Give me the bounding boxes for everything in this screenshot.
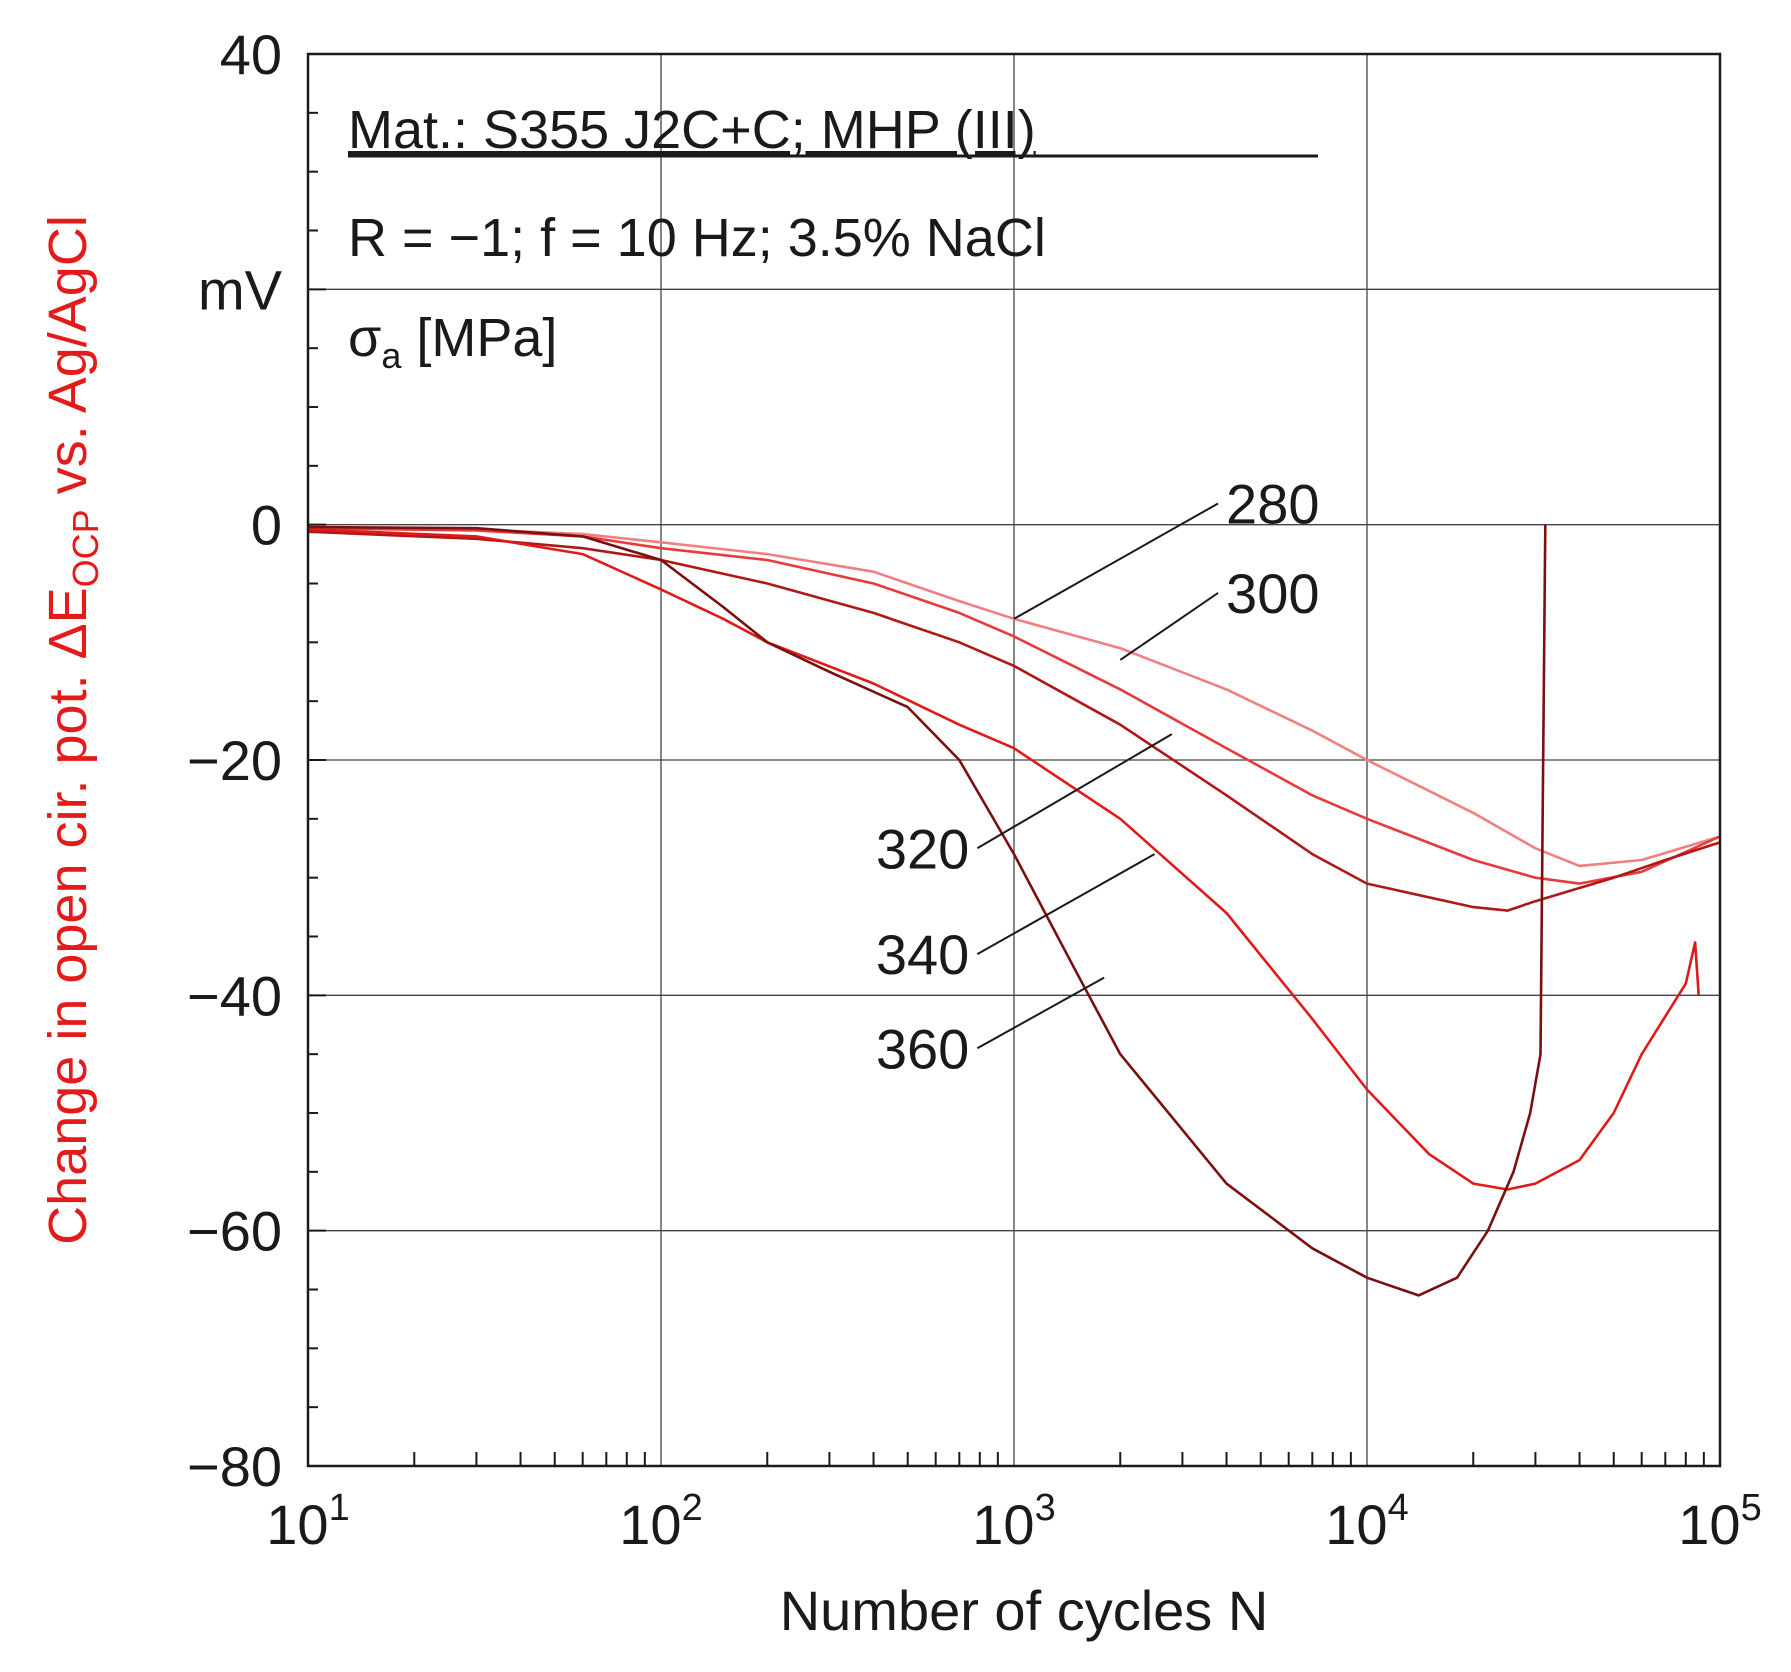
x-tick-label: 105 [1678, 1487, 1761, 1556]
curve-label-320: 320 [876, 817, 969, 880]
minor-ticks [308, 53, 1705, 1467]
y-tick-label: −60 [187, 1200, 282, 1263]
y-axis-label: Change in open cir. pot. ΔEOCP vs. Ag/Ag… [38, 215, 106, 1245]
y-tick-label: −20 [187, 729, 282, 792]
series-line-300 [307, 526, 1721, 885]
series-line-280 [307, 526, 1721, 868]
y-tick-label: −40 [187, 964, 282, 1027]
y-axis-label-suffix: vs. Ag/AgCl [38, 215, 98, 509]
sigma-symbol: σ [348, 308, 381, 368]
x-tick-label: 103 [972, 1487, 1055, 1556]
connector-340 [976, 853, 1155, 956]
series-lines [307, 524, 1721, 1297]
x-tick-label: 101 [266, 1487, 349, 1556]
series-line-320 [307, 530, 1721, 912]
annotation-material: Mat.: S355 J2C+C; MHP (III) [348, 100, 1036, 160]
curve-label-300: 300 [1226, 562, 1319, 625]
label-connectors [976, 502, 1219, 1050]
sigma-unit: [MPa] [401, 308, 557, 368]
y-tick-label: mV [198, 258, 283, 321]
curve-label-280: 280 [1226, 472, 1319, 535]
y-tick-label: −80 [187, 1435, 282, 1498]
series-line-340 [307, 528, 1700, 1191]
connector-360 [976, 976, 1105, 1050]
y-tick-label: 0 [251, 494, 282, 557]
grid-lines [307, 53, 1721, 1467]
x-axis-label: Number of cycles N [780, 1579, 1269, 1642]
connector-280 [1013, 502, 1219, 620]
x-tick-labels: 101 102 103 104 105 [266, 1487, 1761, 1556]
y-tick-label: 40 [220, 23, 282, 86]
sigma-subscript: a [381, 335, 402, 376]
y-axis-label-subscript: OCP [65, 509, 106, 587]
annotation-stress-amplitude: σa [MPa] [348, 308, 557, 376]
connector-320 [976, 733, 1173, 850]
curve-label-340: 340 [876, 923, 969, 986]
y-axis-label-main: Change in open cir. pot. ΔE [38, 587, 98, 1245]
x-tick-label: 102 [619, 1487, 702, 1556]
curve-labels: 280 300 320 340 360 [876, 472, 1320, 1080]
annotation-conditions: R = −1; f = 10 Hz; 3.5% NaCl [348, 208, 1046, 268]
series-line-360 [307, 524, 1547, 1297]
plot-frame [306, 52, 1722, 1468]
curve-label-360: 360 [876, 1017, 969, 1080]
connector-300 [1119, 592, 1219, 661]
x-tick-label: 104 [1325, 1487, 1408, 1556]
y-tick-labels: 40 mV 0 −20 −40 −60 −80 [187, 23, 283, 1498]
